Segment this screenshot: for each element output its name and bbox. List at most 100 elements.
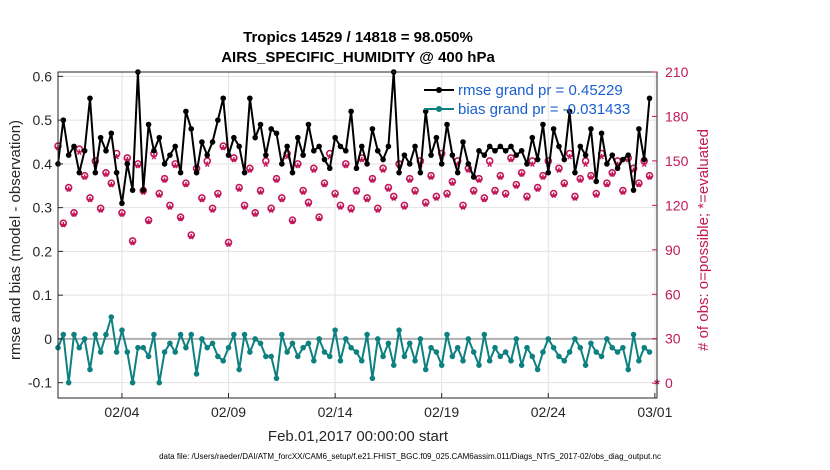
obs-possible-point bbox=[587, 171, 595, 180]
rmse-point bbox=[161, 161, 168, 167]
rmse-point bbox=[279, 161, 285, 167]
obs-possible-point bbox=[411, 186, 419, 195]
rmse-point bbox=[321, 156, 328, 163]
obs-evaluated-point: * bbox=[497, 172, 503, 189]
obs-possible-point bbox=[176, 213, 185, 222]
bias-point bbox=[161, 349, 168, 355]
obs-possible-point bbox=[523, 192, 531, 201]
obs-possible-point bbox=[555, 164, 563, 173]
bias-point bbox=[518, 362, 525, 368]
rmse-point bbox=[465, 161, 472, 167]
obs-evaluated-point: * bbox=[327, 151, 333, 168]
rmse-point bbox=[188, 126, 195, 132]
obs-evaluated-point: * bbox=[263, 158, 269, 175]
obs-evaluated-point: * bbox=[513, 181, 519, 198]
rmse-point bbox=[92, 169, 99, 176]
rmse-point bbox=[60, 117, 67, 123]
bias-point bbox=[188, 331, 195, 338]
rmse-point bbox=[582, 152, 589, 158]
bias-point bbox=[326, 353, 333, 360]
bias-point bbox=[540, 349, 546, 355]
rmse-point bbox=[449, 152, 456, 158]
obs-possible-point bbox=[160, 174, 169, 183]
bias-point bbox=[76, 344, 83, 351]
obs-possible-point bbox=[235, 183, 243, 192]
rmse-point bbox=[177, 169, 184, 176]
rmse-point bbox=[231, 134, 237, 141]
bias-point bbox=[406, 340, 413, 347]
rmse-point bbox=[209, 139, 216, 145]
obs-possible-point bbox=[278, 194, 286, 202]
obs-evaluated-point: * bbox=[242, 201, 248, 218]
obs-evaluated-point: * bbox=[412, 187, 418, 204]
rmse-point bbox=[119, 200, 125, 207]
plot-area bbox=[58, 72, 657, 398]
rmse-point bbox=[204, 152, 211, 158]
obs-possible-point bbox=[230, 154, 238, 162]
obs-possible-point bbox=[198, 194, 206, 202]
obs-possible-point bbox=[373, 204, 382, 213]
bias-point bbox=[380, 353, 386, 360]
bias-point bbox=[577, 344, 584, 351]
bias-point bbox=[342, 336, 349, 342]
rmse-point bbox=[268, 126, 274, 132]
bias-point bbox=[417, 336, 424, 342]
rmse-point bbox=[481, 152, 488, 158]
obs-possible-point bbox=[347, 204, 355, 213]
obs-possible-point bbox=[459, 201, 467, 210]
obs-evaluated-point: * bbox=[338, 201, 344, 218]
obs-possible-point bbox=[224, 238, 233, 247]
obs-evaluated-point: * bbox=[492, 187, 498, 204]
obs-evaluated-point: * bbox=[290, 216, 296, 233]
y-axis-label-right: # of obs: o=possible; *=evaluated bbox=[695, 129, 712, 351]
obs-layer: ****************************************… bbox=[54, 142, 660, 393]
rmse-point bbox=[113, 169, 120, 176]
bias-point bbox=[556, 353, 562, 360]
obs-evaluated-point: * bbox=[625, 154, 631, 171]
rmse-point bbox=[454, 169, 461, 176]
bias-point bbox=[183, 344, 189, 351]
rmse-point bbox=[65, 152, 72, 158]
bias-point bbox=[209, 340, 216, 347]
obs-evaluated-point: * bbox=[551, 189, 557, 206]
obs-possible-point bbox=[549, 189, 558, 198]
bias-point bbox=[199, 336, 205, 342]
obs-possible-point bbox=[539, 171, 547, 180]
obs-evaluated-point: * bbox=[71, 209, 77, 226]
bias-point bbox=[646, 349, 653, 355]
bias-point bbox=[348, 344, 354, 351]
obs-possible-point bbox=[70, 208, 78, 217]
y-tick-label-left: 0 bbox=[44, 331, 52, 347]
obs-possible-point bbox=[187, 231, 196, 239]
bias-point bbox=[470, 349, 477, 355]
obs-possible-point bbox=[144, 216, 153, 224]
obs-possible-point bbox=[102, 168, 110, 177]
obs-possible-point bbox=[352, 186, 361, 195]
obs-evaluated-point: * bbox=[604, 179, 610, 196]
bias-point bbox=[263, 353, 269, 360]
rmse-point bbox=[252, 134, 258, 141]
bias-point bbox=[534, 366, 541, 373]
rmse-point bbox=[486, 143, 493, 150]
rmse-point bbox=[145, 121, 152, 128]
obs-evaluated-point: * bbox=[108, 179, 114, 196]
bias-point bbox=[353, 349, 360, 355]
bias-point bbox=[81, 336, 88, 342]
bias-point bbox=[241, 331, 248, 338]
obs-evaluated-point: * bbox=[172, 160, 178, 177]
obs-evaluated-point: * bbox=[433, 192, 439, 209]
bias-point bbox=[92, 331, 99, 338]
obs-evaluated-point: * bbox=[385, 184, 391, 201]
obs-evaluated-point: * bbox=[284, 151, 290, 168]
y-tick-label-right: 0 bbox=[665, 375, 673, 391]
obs-evaluated-point: * bbox=[641, 158, 647, 175]
bias-point bbox=[572, 336, 578, 342]
rmse-point bbox=[433, 134, 440, 141]
bias-point bbox=[337, 358, 344, 364]
obs-evaluated-point: * bbox=[636, 179, 642, 196]
rmse-point bbox=[412, 143, 418, 150]
bias-point bbox=[454, 344, 461, 351]
obs-evaluated-point: * bbox=[98, 204, 104, 221]
obs-possible-point bbox=[576, 174, 585, 183]
rmse-point bbox=[215, 117, 221, 123]
